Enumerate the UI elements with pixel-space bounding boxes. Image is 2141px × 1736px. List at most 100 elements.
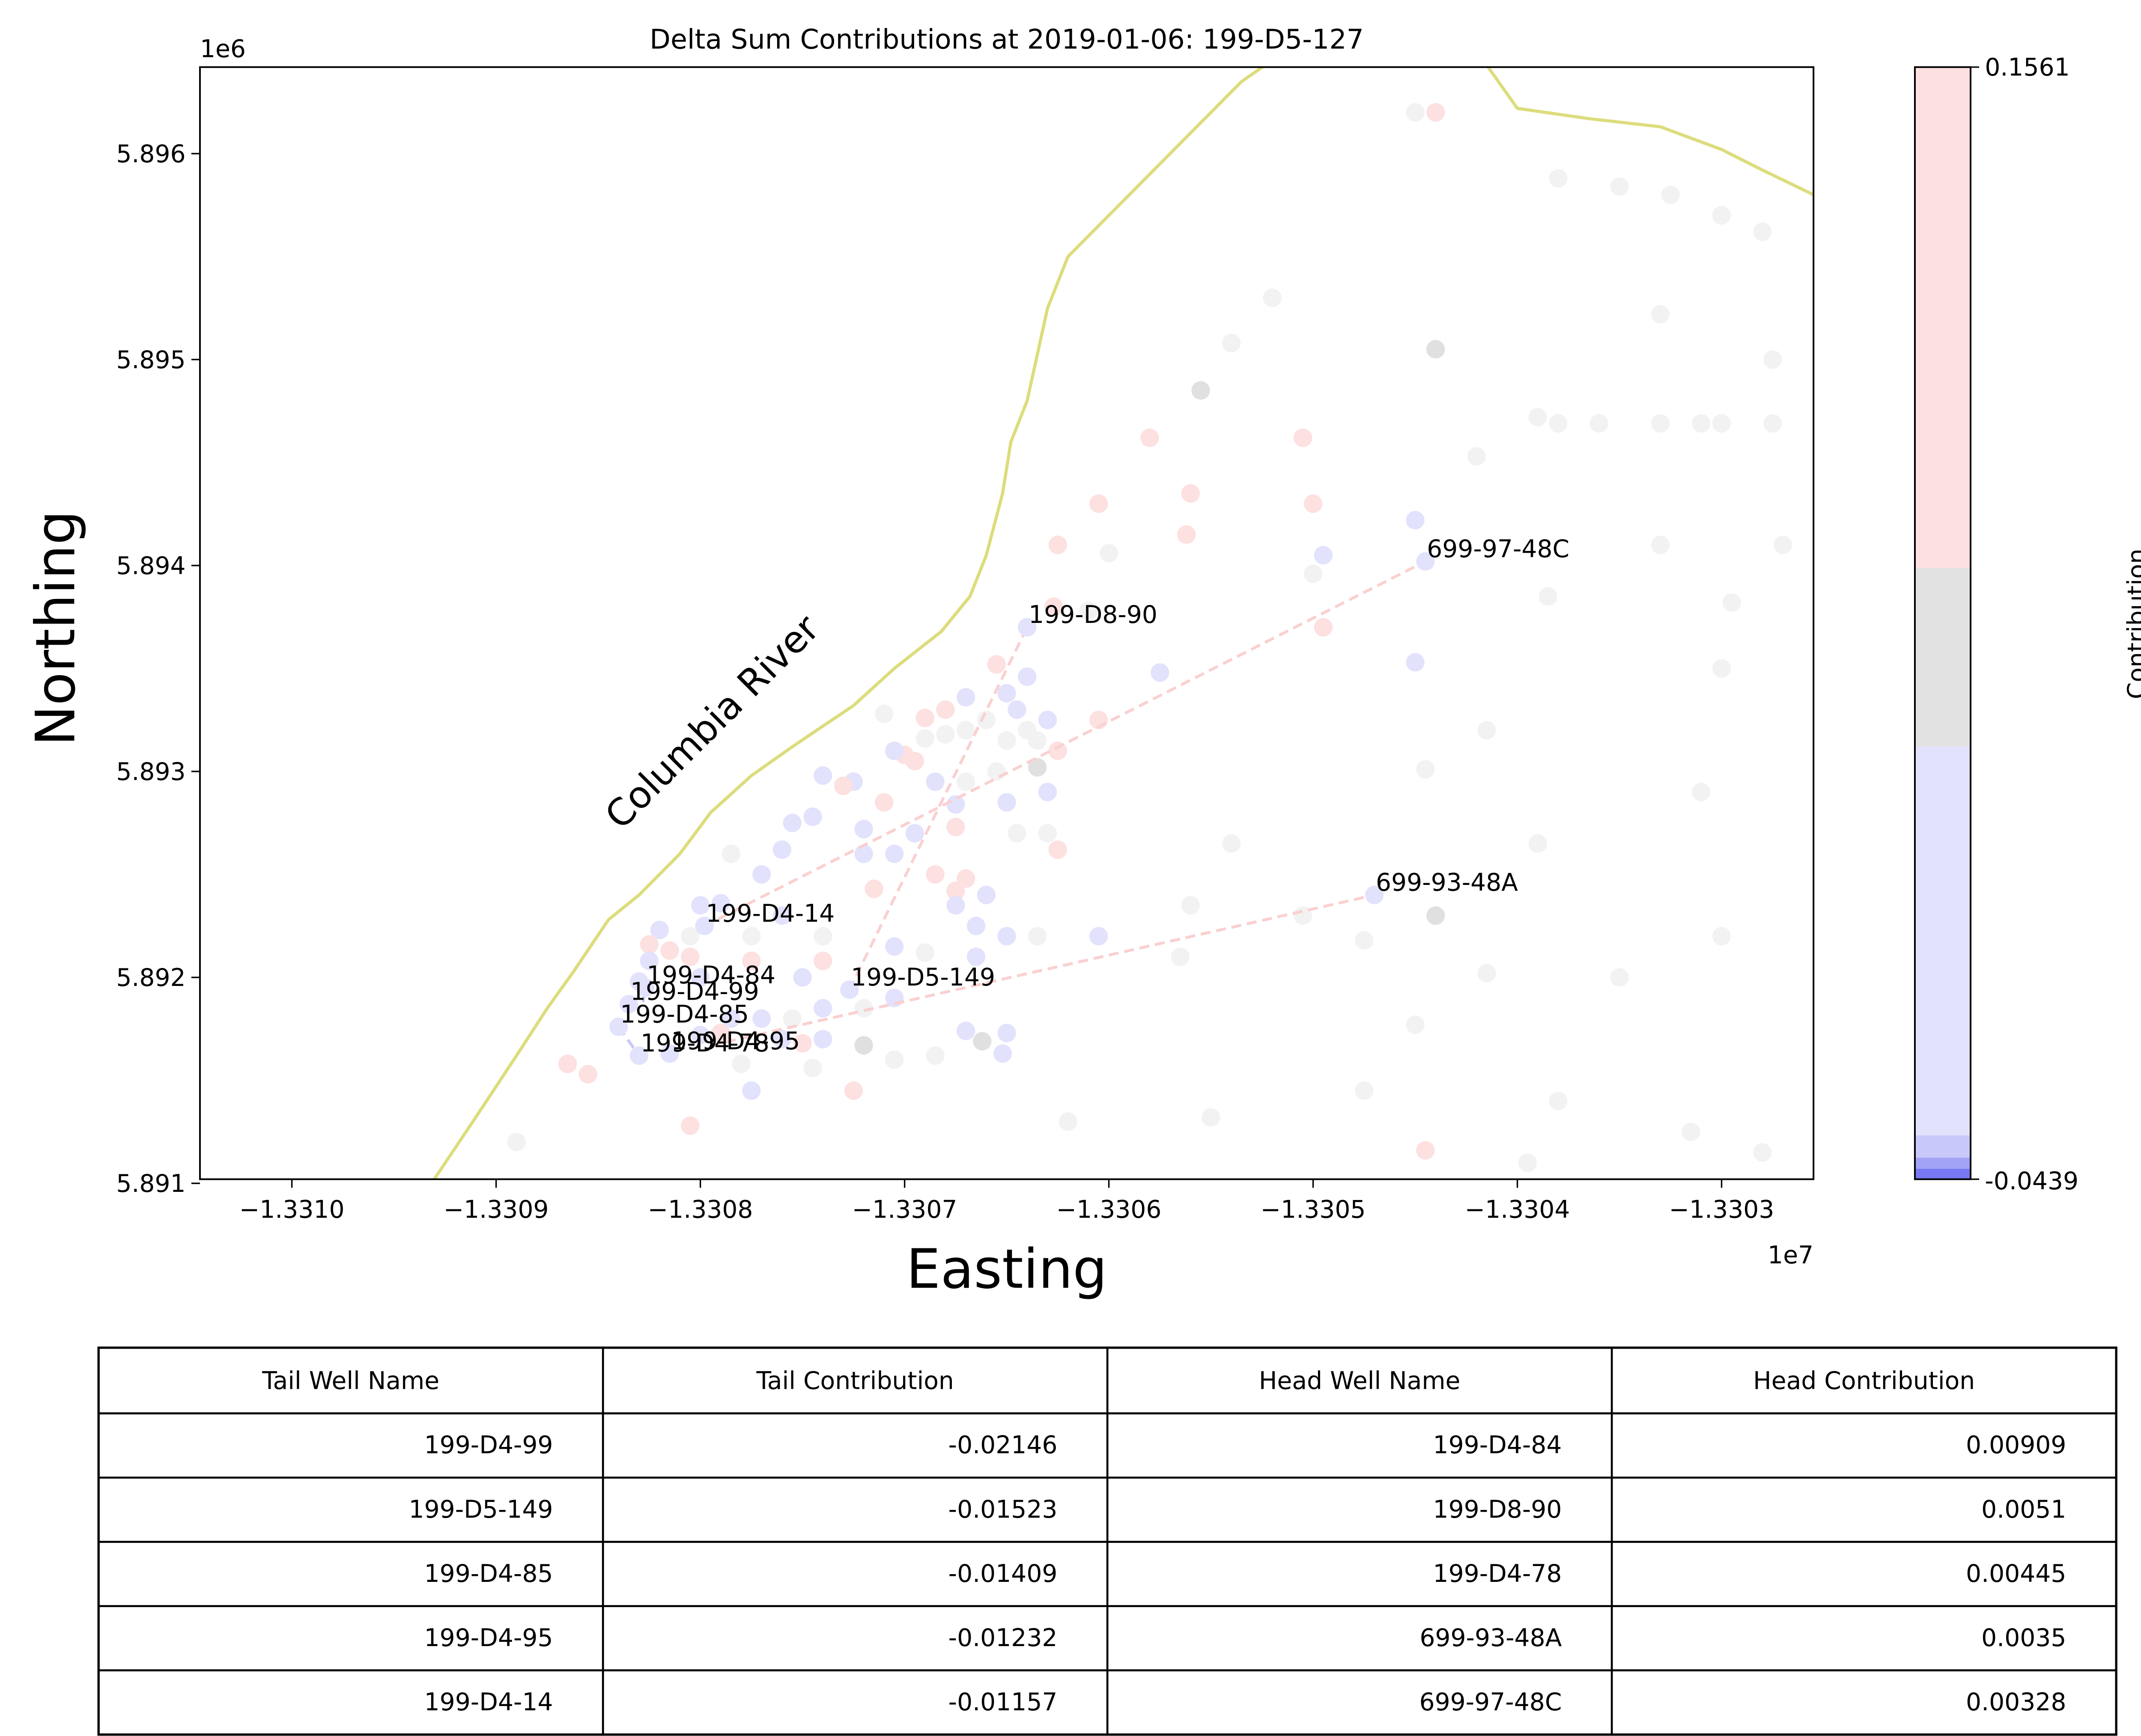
well-point [1651,536,1670,554]
well-point [691,968,710,987]
well-point [997,684,1016,703]
connection-line [848,626,1029,991]
well-point [1549,1091,1568,1111]
labeled-well-point [1365,885,1384,905]
well-point [1518,1153,1537,1172]
well-label: 199-D8-90 [1029,601,1157,629]
well-point [997,731,1016,750]
well-point [772,840,792,859]
connection-line [710,893,1375,1047]
y-tick-label: 5.891 [116,1170,185,1198]
well-point [1651,414,1670,433]
colorbar-level [1914,567,1971,747]
colorbar-min-label: -0.0439 [1985,1167,2078,1195]
well-point [1151,663,1169,682]
labeled-well-point [660,1044,679,1063]
well-point [844,1081,863,1100]
well-point [1426,340,1445,359]
labeled-well-point [1416,552,1435,571]
colorbar-levels [1914,67,1971,1180]
well-label: 199-D4-78 [641,1029,769,1057]
well-point [973,1032,992,1051]
x-axis-ticks: −1.3310 −1.3309 −1.3308 −1.3307 −1.3306 −1.33… [239,1179,1774,1224]
well-point [997,793,1016,812]
well-point [681,947,700,966]
well-point [772,906,792,925]
well-point [956,1021,975,1040]
well-point [1314,618,1333,637]
well-point [814,766,832,785]
well-point [946,795,965,814]
well-point [742,951,761,971]
well-point [803,1059,822,1078]
x-tick-label: −1.3309 [444,1196,549,1224]
well-point [1539,587,1557,606]
table-cell: 0.00328 [1966,1688,2066,1716]
well-point [1079,601,1098,620]
well-point [1477,721,1496,740]
well-point [1763,350,1782,369]
table-cell: -0.01232 [948,1624,1058,1652]
x-tick-label: −1.3307 [852,1196,957,1224]
well-point [1038,824,1057,843]
chart-title: Delta Sum Contributions at 2019-01-06: 1… [650,23,1364,55]
well-label: 699-97-48C [1427,535,1569,563]
x-tick-label: −1.3305 [1261,1196,1366,1224]
well-point [997,1024,1016,1042]
well-point [956,869,975,888]
well-point [936,700,955,719]
well-point [1406,653,1425,672]
contribution-table: Tail Well Name Tail Contribution Head Well… [97,1346,2117,1736]
well-point [987,655,1006,674]
well-point [1406,103,1425,122]
labeled-well-point [629,1046,649,1065]
well-point [1712,927,1731,946]
y-tick-label: 5.893 [116,758,185,786]
y-axis-ticks: 5.891 5.892 5.893 5.894 5.895 5.896 [116,140,200,1198]
well-point [1171,947,1190,966]
well-point [578,1065,597,1084]
well-point [1202,1108,1220,1127]
well-point [854,844,873,864]
well-point [1763,414,1782,433]
labeled-well-point [695,917,714,935]
well-point [691,896,710,915]
well-point [1038,783,1057,801]
x-tick-label: −1.3304 [1465,1196,1570,1224]
well-point [1222,334,1241,353]
well-point [1722,593,1741,612]
well-point [875,793,894,812]
table-cell: 0.00445 [1966,1560,2066,1588]
well-point [772,1030,792,1049]
table-cell: -0.01523 [948,1495,1058,1524]
well-point [956,772,975,791]
well-point [987,762,1006,781]
well-point [691,1026,710,1045]
well-point [814,927,832,946]
well-point [1712,206,1731,225]
y-tick-label: 5.896 [116,140,185,168]
table-cell: -0.01409 [948,1560,1058,1588]
well-point [1181,484,1200,503]
well-label: 199-D4-85 [620,1000,749,1028]
colorbar-level [1914,745,1971,1136]
table-cell: 699-97-48C [1419,1688,1562,1716]
well-point [1177,525,1196,544]
well-point [803,807,822,826]
well-point [1059,1112,1077,1131]
well-point [1222,834,1241,853]
well-point [1008,700,1026,719]
well-point [936,725,955,744]
table-cell: 0.0051 [1981,1495,2066,1524]
x-offset-label: 1e7 [1768,1241,1813,1269]
table-cell: 0.0035 [1981,1624,2066,1652]
table-cell: 199-D4-14 [424,1688,553,1716]
well-point [1477,964,1496,983]
well-point [926,1046,945,1065]
well-point [783,1009,802,1028]
river-line [432,67,1814,1179]
x-tick-label: −1.3306 [1056,1196,1162,1224]
table-header-cell: Head Contribution [1753,1367,1975,1395]
well-point [722,1009,740,1028]
labeled-well-point [609,1017,628,1036]
